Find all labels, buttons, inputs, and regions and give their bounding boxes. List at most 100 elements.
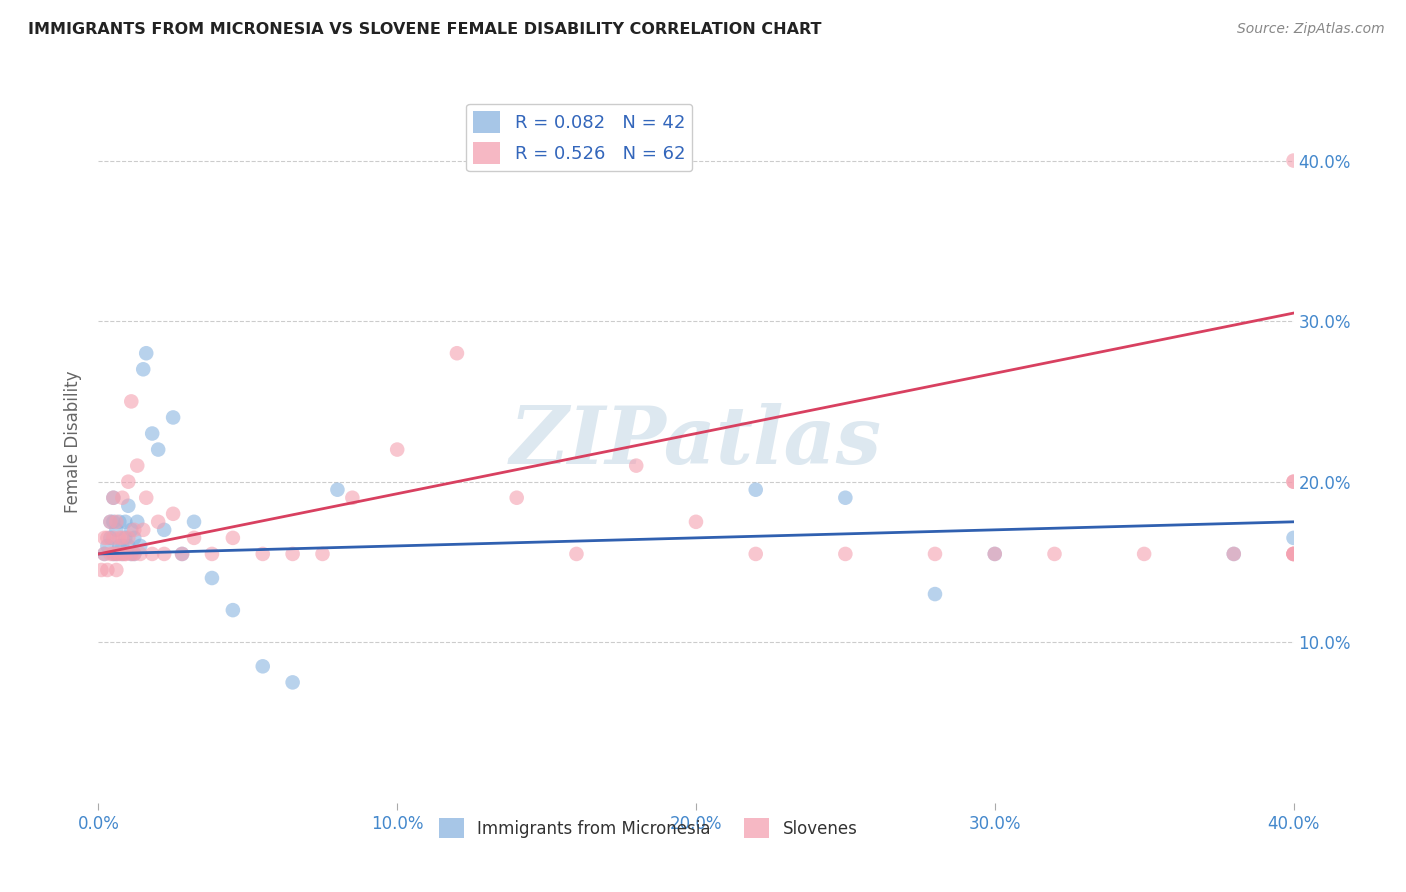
Point bbox=[111, 491, 134, 505]
Point bbox=[127, 458, 149, 473]
Point bbox=[745, 483, 768, 497]
Point bbox=[326, 483, 349, 497]
Point bbox=[141, 547, 163, 561]
Text: Source: ZipAtlas.com: Source: ZipAtlas.com bbox=[1237, 22, 1385, 37]
Point bbox=[201, 571, 224, 585]
Point bbox=[103, 547, 125, 561]
Point bbox=[105, 547, 128, 561]
Point bbox=[446, 346, 468, 360]
Point bbox=[117, 499, 139, 513]
Point bbox=[1223, 547, 1246, 561]
Point bbox=[90, 563, 112, 577]
Point bbox=[148, 442, 170, 457]
Point bbox=[141, 426, 163, 441]
Point bbox=[96, 563, 118, 577]
Point bbox=[129, 547, 152, 561]
Point bbox=[124, 523, 146, 537]
Point bbox=[924, 547, 946, 561]
Point bbox=[1223, 547, 1246, 561]
Point bbox=[105, 547, 128, 561]
Point bbox=[281, 675, 304, 690]
Point bbox=[201, 547, 224, 561]
Point bbox=[132, 362, 155, 376]
Point bbox=[834, 491, 856, 505]
Point bbox=[132, 523, 155, 537]
Legend: Immigrants from Micronesia, Slovenes: Immigrants from Micronesia, Slovenes bbox=[432, 812, 865, 845]
Point bbox=[103, 531, 125, 545]
Point bbox=[105, 563, 128, 577]
Point bbox=[1282, 547, 1305, 561]
Point bbox=[1282, 475, 1305, 489]
Point bbox=[135, 346, 157, 360]
Point bbox=[745, 547, 768, 561]
Point bbox=[1282, 547, 1305, 561]
Point bbox=[111, 539, 134, 553]
Point bbox=[127, 515, 149, 529]
Point bbox=[153, 547, 176, 561]
Point bbox=[685, 515, 707, 529]
Point bbox=[111, 547, 134, 561]
Point bbox=[984, 547, 1007, 561]
Point bbox=[98, 547, 122, 561]
Point bbox=[172, 547, 194, 561]
Point bbox=[1282, 531, 1305, 545]
Point bbox=[114, 515, 136, 529]
Point bbox=[342, 491, 364, 505]
Point bbox=[98, 531, 122, 545]
Point bbox=[183, 531, 205, 545]
Text: IMMIGRANTS FROM MICRONESIA VS SLOVENE FEMALE DISABILITY CORRELATION CHART: IMMIGRANTS FROM MICRONESIA VS SLOVENE FE… bbox=[28, 22, 821, 37]
Point bbox=[1282, 547, 1305, 561]
Point bbox=[111, 531, 134, 545]
Point bbox=[114, 547, 136, 561]
Point bbox=[148, 515, 170, 529]
Point bbox=[120, 394, 142, 409]
Point bbox=[924, 587, 946, 601]
Point bbox=[93, 547, 115, 561]
Point bbox=[1043, 547, 1066, 561]
Point bbox=[117, 539, 139, 553]
Point bbox=[93, 531, 115, 545]
Point bbox=[117, 531, 139, 545]
Point bbox=[105, 523, 128, 537]
Point bbox=[1133, 547, 1156, 561]
Point bbox=[252, 547, 274, 561]
Point bbox=[108, 515, 131, 529]
Point bbox=[108, 531, 131, 545]
Point bbox=[114, 531, 136, 545]
Point bbox=[183, 515, 205, 529]
Point bbox=[565, 547, 588, 561]
Point bbox=[124, 531, 146, 545]
Point bbox=[103, 515, 125, 529]
Point bbox=[103, 491, 125, 505]
Point bbox=[124, 547, 146, 561]
Point bbox=[108, 539, 131, 553]
Point bbox=[114, 547, 136, 561]
Y-axis label: Female Disability: Female Disability bbox=[65, 370, 83, 513]
Point bbox=[984, 547, 1007, 561]
Point bbox=[120, 547, 142, 561]
Point bbox=[506, 491, 529, 505]
Point bbox=[117, 475, 139, 489]
Point bbox=[626, 458, 648, 473]
Point bbox=[1282, 153, 1305, 168]
Point bbox=[108, 547, 131, 561]
Point bbox=[153, 523, 176, 537]
Point bbox=[103, 491, 125, 505]
Point bbox=[103, 547, 125, 561]
Point bbox=[311, 547, 333, 561]
Point bbox=[93, 547, 115, 561]
Point bbox=[1282, 547, 1305, 561]
Point bbox=[281, 547, 304, 561]
Text: ZIPatlas: ZIPatlas bbox=[510, 403, 882, 480]
Point bbox=[222, 603, 245, 617]
Point bbox=[1282, 475, 1305, 489]
Point bbox=[162, 507, 184, 521]
Point bbox=[162, 410, 184, 425]
Point bbox=[120, 547, 142, 561]
Point bbox=[111, 547, 134, 561]
Point bbox=[222, 531, 245, 545]
Point bbox=[172, 547, 194, 561]
Point bbox=[252, 659, 274, 673]
Point bbox=[129, 539, 152, 553]
Point bbox=[98, 515, 122, 529]
